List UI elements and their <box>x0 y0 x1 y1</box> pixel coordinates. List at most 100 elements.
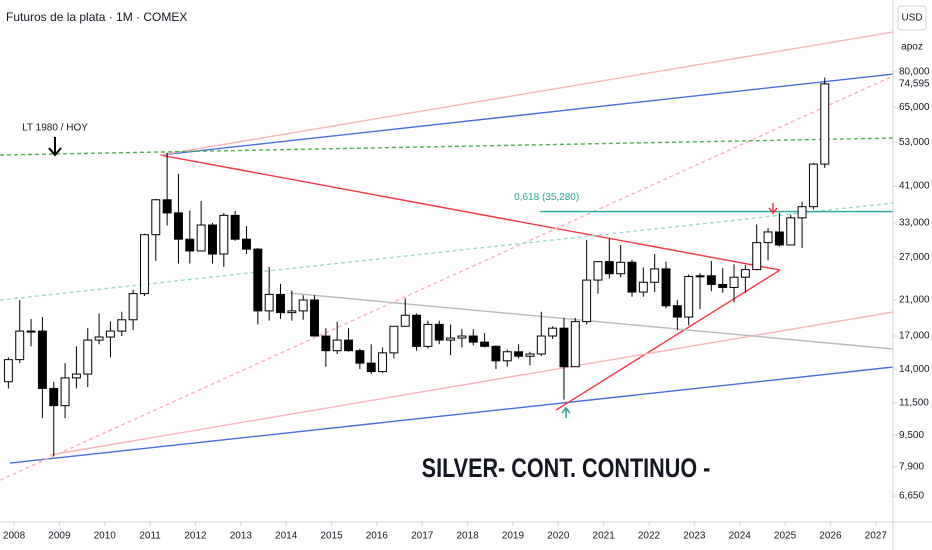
candle-body <box>162 199 172 214</box>
currency[interactable]: USD <box>901 13 922 24</box>
x-tick-label: 2021 <box>593 531 616 542</box>
y-tick-label: 7,900 <box>899 461 924 472</box>
candle-body <box>117 319 127 332</box>
candle-body <box>797 206 807 219</box>
candle-body <box>276 293 285 314</box>
candle-body <box>480 341 490 347</box>
candle-body <box>695 275 705 278</box>
candle-body <box>820 83 830 165</box>
fib-label: 0,618 (35,280) <box>514 192 579 203</box>
candle-body <box>627 261 637 293</box>
candle-body <box>344 339 354 352</box>
x-tick-label: 2008 <box>3 531 26 542</box>
candle-body <box>684 276 694 318</box>
candle-body <box>94 336 104 341</box>
y-tick-label: 27,000 <box>899 252 930 263</box>
y-tick-label: 9,500 <box>899 430 924 441</box>
candle-body <box>37 330 47 389</box>
candle-body <box>548 327 558 337</box>
candle-body <box>650 268 660 283</box>
red-arrow <box>768 203 778 215</box>
y-tick-label: 41,000 <box>899 181 930 192</box>
y-tick-label: 53,000 <box>899 137 930 148</box>
candle-body <box>105 330 115 338</box>
candle-body <box>173 212 183 240</box>
x-tick-label: 2020 <box>547 531 570 542</box>
candle-body <box>185 238 195 252</box>
x-tick-label: 2013 <box>230 531 253 542</box>
x-tick-label: 2015 <box>320 531 343 542</box>
caption: SILVER- CONT. CONTINUO - <box>422 454 711 484</box>
candle-body <box>253 248 263 312</box>
candle-body <box>468 335 478 343</box>
candle-body <box>525 353 535 357</box>
candle-body <box>355 350 365 364</box>
candle-body <box>332 339 342 352</box>
candle-body <box>196 224 206 252</box>
candle-body <box>491 345 501 362</box>
x-tick-label: 2009 <box>48 531 71 542</box>
last-price-box <box>894 76 932 91</box>
y-tick-label: 6,650 <box>899 491 924 502</box>
candle-body <box>763 231 773 244</box>
candle-body <box>808 163 818 208</box>
candle-body <box>139 234 149 295</box>
candle-body <box>26 330 36 333</box>
chart-title: Futuros de la plata · 1M · COMEX <box>6 10 187 24</box>
candle-body <box>412 314 422 347</box>
x-tick-label: 2024 <box>729 531 752 542</box>
candle-body <box>582 279 592 323</box>
candle-body <box>434 323 444 341</box>
x-tick-label: 2016 <box>366 531 389 542</box>
x-tick-label: 2017 <box>411 531 434 542</box>
candle-body <box>446 337 456 341</box>
candle-body <box>15 330 25 361</box>
trend-line <box>0 137 894 156</box>
x-tick-label: 2027 <box>865 531 888 542</box>
currency-box[interactable] <box>897 5 927 31</box>
y-tick-label: 17,000 <box>899 331 930 342</box>
candle-body <box>638 281 648 293</box>
candle-body <box>661 268 671 307</box>
x-tick-label: 2012 <box>184 531 207 542</box>
candle-body <box>514 351 524 357</box>
candle-body <box>752 242 762 271</box>
candle-body <box>457 335 467 339</box>
candle-body <box>49 387 59 407</box>
candle-body <box>718 283 728 288</box>
candle-body <box>389 325 399 354</box>
candle-body <box>264 293 274 312</box>
candle-body <box>786 217 796 246</box>
candle-body <box>616 261 626 275</box>
candle-body <box>774 231 784 246</box>
candle-body <box>502 351 512 362</box>
last-price-label: 74,595 <box>899 79 930 90</box>
y-tick-label: 11,500 <box>899 397 929 408</box>
y-tick-label: 80,000 <box>899 67 930 78</box>
y-tick-label: 33,000 <box>899 218 930 229</box>
candle-body <box>570 321 580 368</box>
x-tick-label: 2023 <box>683 531 706 542</box>
trend-line <box>160 73 894 156</box>
annotation-arrow <box>48 137 62 157</box>
annotation: LT 1980 / HOY <box>22 123 88 134</box>
candle-body <box>672 305 682 318</box>
candle-body <box>128 293 138 321</box>
candle-body <box>230 214 240 240</box>
candle-body <box>219 214 229 255</box>
x-tick-label: 2018 <box>456 531 479 542</box>
scale-button[interactable]: apoz <box>901 42 923 53</box>
x-tick-label: 2025 <box>774 531 797 542</box>
candle-body <box>310 299 319 337</box>
y-tick-label: 14,000 <box>899 364 930 375</box>
green-arrow <box>561 406 571 418</box>
candle-body <box>3 359 13 383</box>
candle-body <box>298 299 308 312</box>
candle-body <box>559 327 569 368</box>
trend-line <box>159 31 894 156</box>
y-tick-label: 65,000 <box>899 102 930 113</box>
candle-body <box>729 276 739 288</box>
candles <box>3 77 830 457</box>
